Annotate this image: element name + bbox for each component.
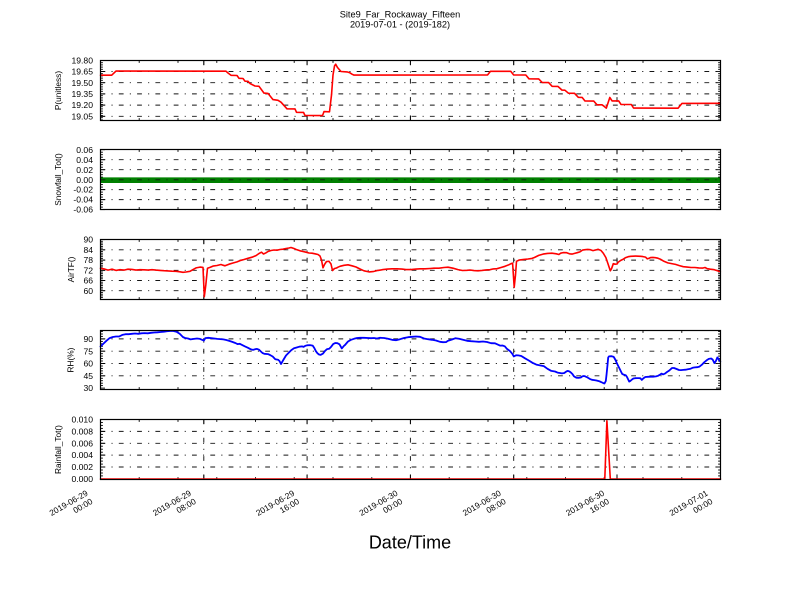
svg-text:66: 66 [83, 276, 93, 286]
svg-text:84: 84 [83, 245, 93, 255]
svg-text:Rainfall_Tot(): Rainfall_Tot() [53, 425, 63, 474]
svg-text:Date/Time: Date/Time [369, 533, 451, 553]
svg-text:0.008: 0.008 [71, 427, 93, 437]
svg-text:0.004: 0.004 [71, 450, 93, 460]
svg-text:Snowfall_Tot(): Snowfall_Tot() [53, 153, 63, 206]
svg-text:19.35: 19.35 [71, 89, 93, 99]
svg-text:P(unitless): P(unitless) [53, 71, 63, 110]
svg-text:75: 75 [83, 346, 93, 356]
svg-text:2019-07-01 - (2019-182): 2019-07-01 - (2019-182) [350, 19, 450, 29]
svg-text:19.65: 19.65 [71, 67, 93, 77]
svg-text:RH(%): RH(%) [66, 347, 76, 372]
svg-text:0.002: 0.002 [71, 462, 93, 472]
svg-text:0.010: 0.010 [71, 415, 93, 425]
svg-text:0.06: 0.06 [76, 145, 93, 155]
svg-text:19.20: 19.20 [71, 100, 93, 110]
svg-text:78: 78 [83, 255, 93, 265]
svg-text:19.05: 19.05 [71, 111, 93, 121]
svg-text:90: 90 [83, 235, 93, 245]
svg-text:30: 30 [83, 383, 93, 393]
svg-text:0.02: 0.02 [76, 165, 93, 175]
svg-text:Site9_Far_Rockaway_Fifteen: Site9_Far_Rockaway_Fifteen [340, 10, 461, 20]
svg-text:AirTF(): AirTF() [66, 256, 76, 282]
svg-text:19.50: 19.50 [71, 78, 93, 88]
svg-text:45: 45 [83, 371, 93, 381]
svg-text:60: 60 [83, 359, 93, 369]
svg-text:60: 60 [83, 286, 93, 296]
svg-text:0.04: 0.04 [76, 155, 93, 165]
svg-text:0.00: 0.00 [76, 175, 93, 185]
svg-text:72: 72 [83, 265, 93, 275]
svg-text:-0.06: -0.06 [73, 205, 93, 215]
svg-text:-0.04: -0.04 [73, 195, 93, 205]
svg-text:90: 90 [83, 334, 93, 344]
svg-text:-0.02: -0.02 [73, 185, 93, 195]
svg-text:0.000: 0.000 [71, 474, 93, 484]
svg-text:0.006: 0.006 [71, 438, 93, 448]
svg-text:19.80: 19.80 [71, 56, 93, 66]
